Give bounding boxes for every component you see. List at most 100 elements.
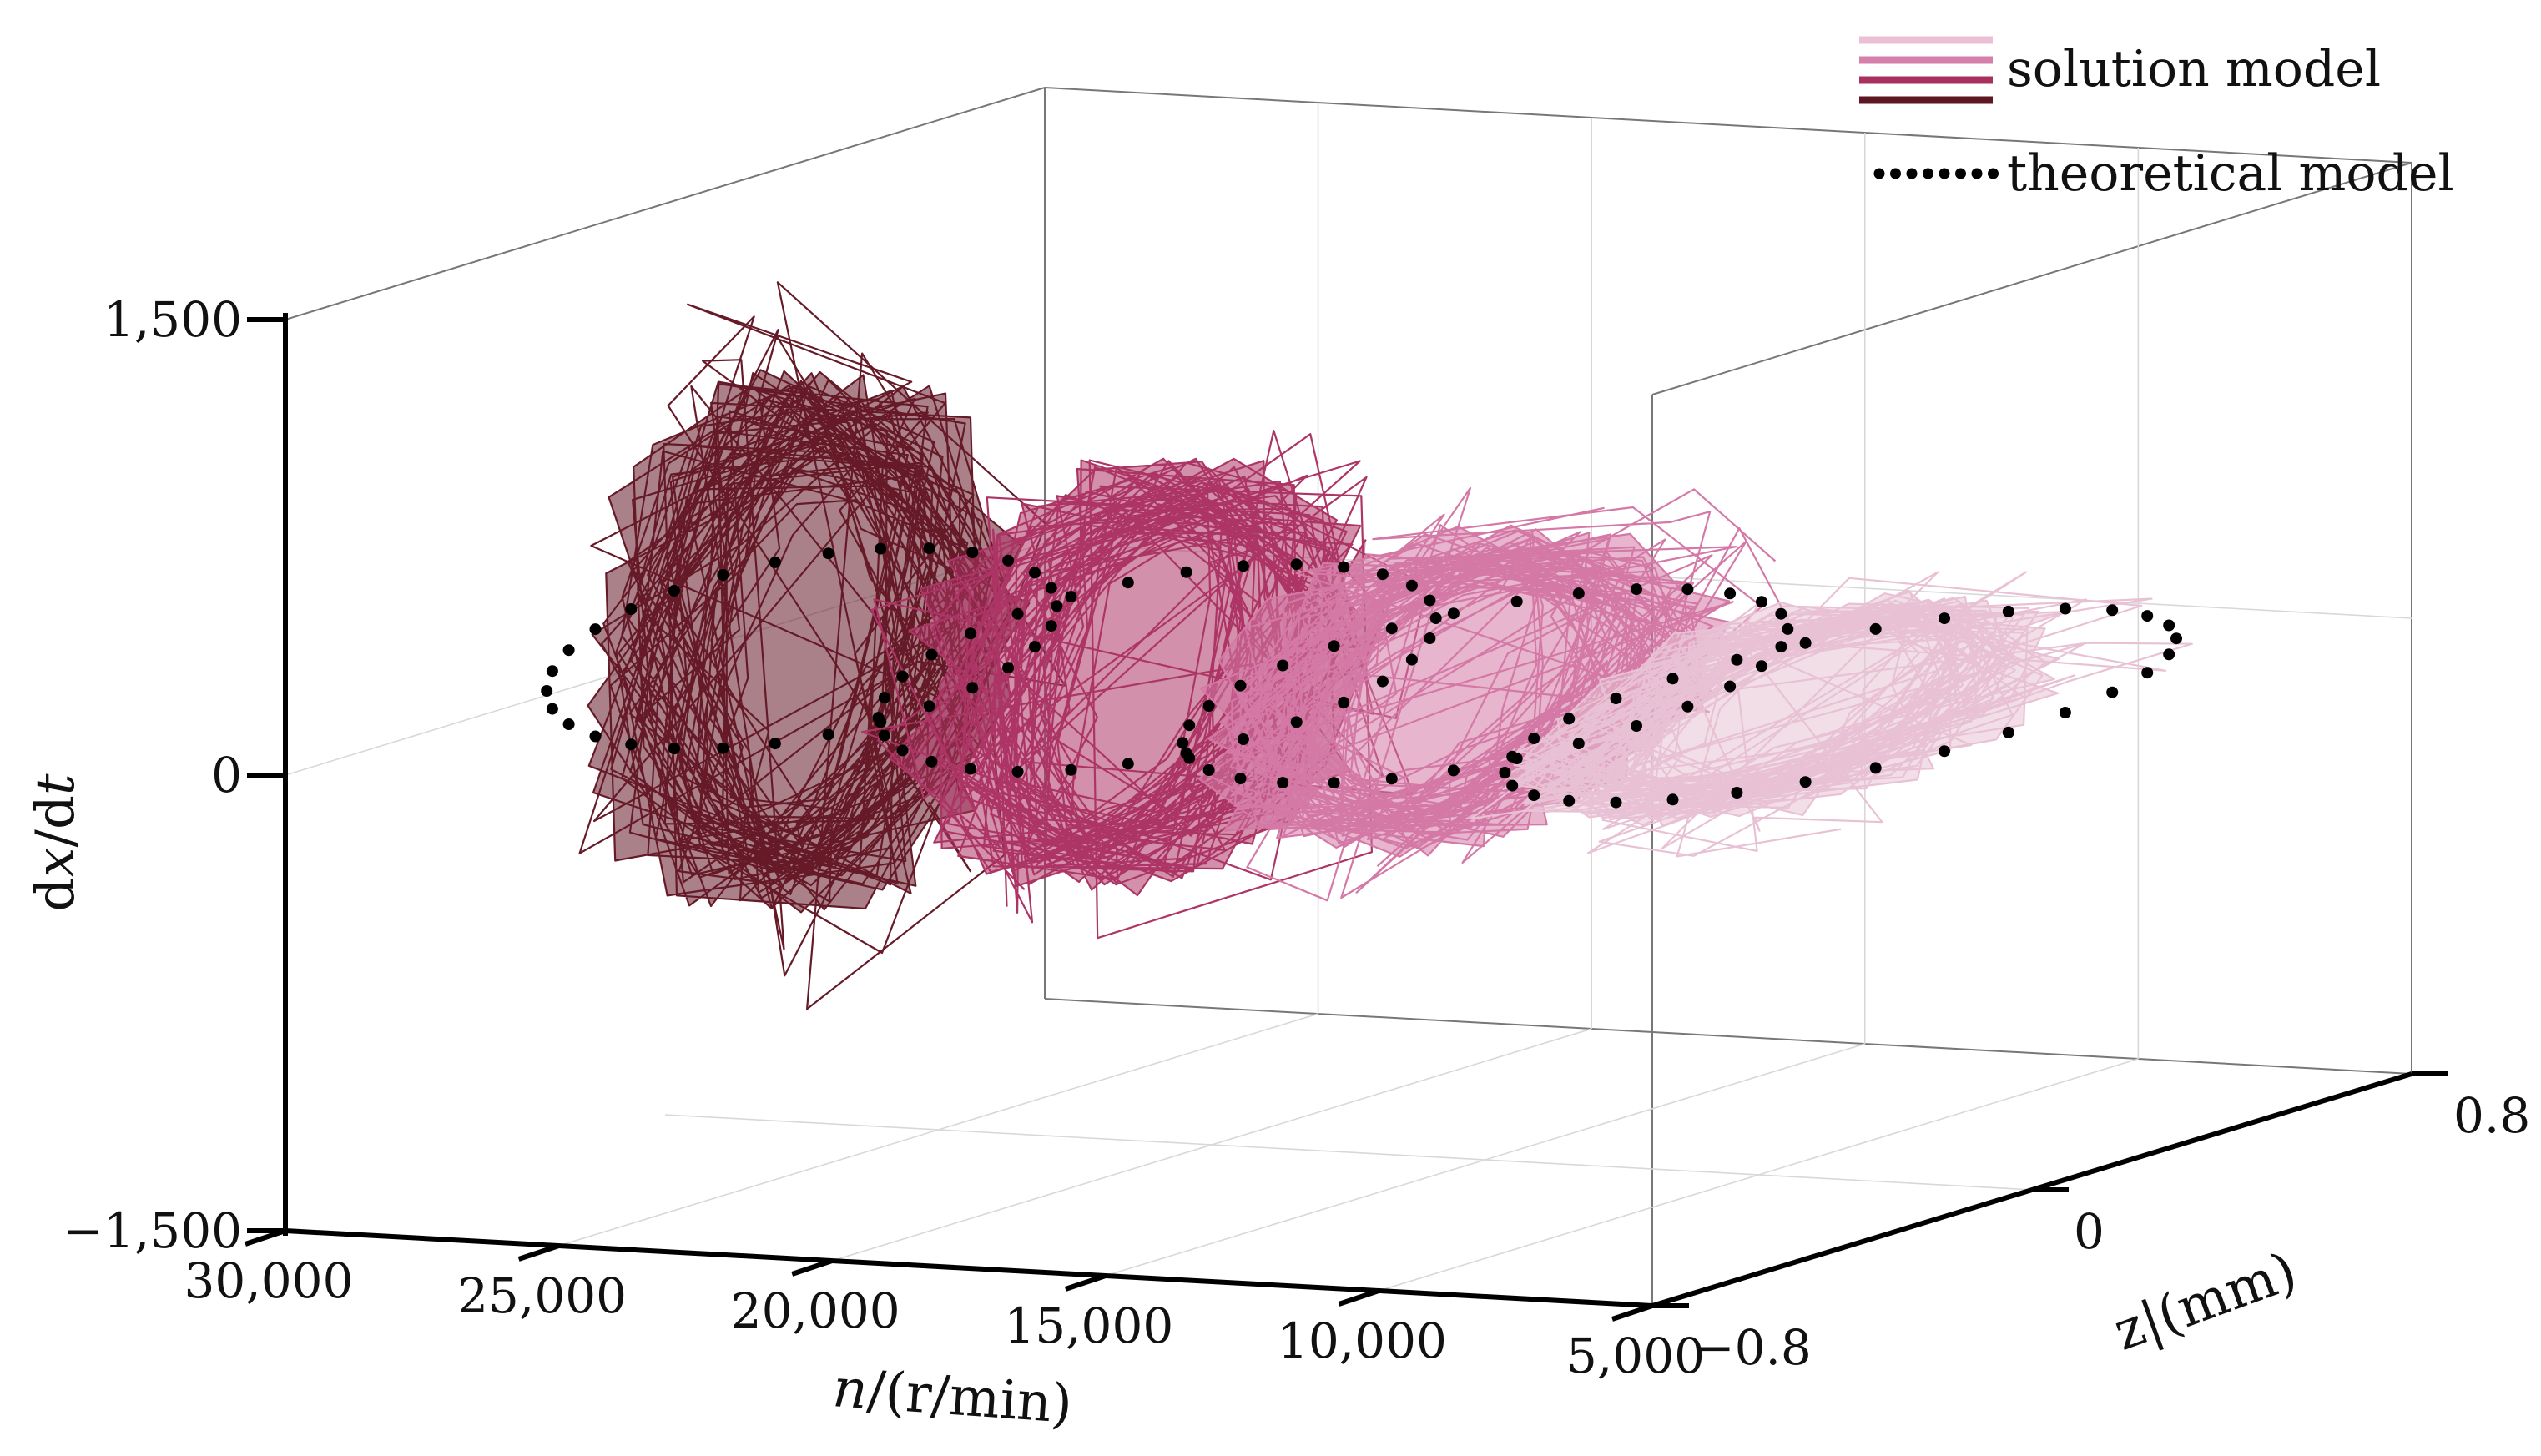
theoretical-point-3-5: [2002, 605, 2014, 617]
z-axis-label-d1: d: [25, 878, 87, 912]
theoretical-point-1-2: [1405, 579, 1418, 592]
theoretical-point-2-2: [1756, 596, 1767, 608]
theoretical-series-3: [1499, 602, 2182, 809]
theoretical-point-1-8: [1122, 577, 1134, 589]
x-tick-label-0: 30,000: [184, 1252, 354, 1309]
theoretical-point-2-4: [1681, 583, 1694, 596]
y-axis-label: z|(mm): [2106, 1241, 2305, 1363]
theoretical-point-1-25: [1290, 716, 1303, 728]
grid-floor-z-0: [664, 1114, 2033, 1191]
theoretical-point-1-0: [1429, 612, 1442, 624]
theoretical-point-2-24: [1572, 738, 1585, 750]
theoretical-point-2-3: [1724, 587, 1737, 600]
theoretical-point-3-19: [1610, 796, 1622, 809]
right-front-top-edge: [1651, 162, 2412, 395]
theoretical-point-0-5: [923, 542, 935, 555]
theoretical-point-1-15: [872, 712, 885, 724]
solution-spikes-3: [1470, 571, 2193, 858]
legend-theoretical-dot-2: [1906, 168, 1918, 179]
theoretical-point-2-17: [1202, 764, 1215, 776]
theoretical-point-1-16: [878, 729, 890, 742]
x-tick-mark-1: [517, 1243, 560, 1262]
legend-theoretical-dot-7: [1988, 168, 1999, 179]
x-axis-label-n: n: [831, 1358, 870, 1422]
z-axis-label-d2: /d: [25, 795, 87, 848]
theoretical-point-3-7: [1869, 622, 1882, 635]
theoretical-point-0-2: [1029, 567, 1041, 579]
theoretical-point-1-24: [1237, 733, 1249, 745]
theoretical-point-3-2: [2141, 610, 2154, 622]
x-tick-labels: 30,000 25,000 20,000 15,000 10,000 5,000: [184, 1252, 1706, 1384]
theoretical-point-1-29: [1424, 632, 1436, 644]
theoretical-point-3-26: [2059, 707, 2071, 718]
theoretical-point-1-4: [1338, 561, 1350, 573]
theoretical-point-1-19: [965, 763, 977, 775]
theoretical-point-3-3: [2106, 604, 2119, 617]
theoretical-point-3-4: [2059, 602, 2071, 615]
theoretical-point-3-16: [1506, 779, 1519, 792]
theoretical-point-2-20: [1328, 777, 1340, 789]
x-tick-label-5: 5,000: [1566, 1328, 1705, 1384]
theoretical-point-1-27: [1376, 675, 1389, 688]
theoretical-point-1-7: [1180, 566, 1192, 578]
theoretical-point-3-29: [2163, 648, 2175, 661]
theoretical-point-3-23: [1869, 762, 1882, 774]
theoretical-point-3-27: [2106, 686, 2119, 698]
theoretical-point-3-10: [1666, 673, 1679, 685]
theoretical-point-0-3: [1002, 554, 1015, 567]
theoretical-point-2-25: [1631, 720, 1642, 732]
theoretical-point-0-15: [541, 685, 553, 697]
x-tick-mark-4: [1338, 1288, 1380, 1307]
series-layer: [578, 281, 2193, 1010]
theoretical-point-2-1: [1775, 607, 1787, 620]
theoretical-point-0-14: [546, 665, 558, 678]
legend-theoretical-dot-1: [1890, 168, 1901, 179]
z-tick-label-1: 0: [211, 747, 242, 804]
theoretical-point-2-10: [1328, 640, 1340, 652]
theoretical-point-0-21: [717, 742, 729, 754]
theoretical-point-2-21: [1385, 773, 1398, 785]
theoretical-point-0-11: [625, 603, 638, 615]
theoretical-point-1-1: [1424, 594, 1436, 607]
solution-spikes-1: [860, 429, 1429, 940]
theoretical-point-0-19: [625, 738, 638, 751]
legend-theoretical-dot-0: [1873, 168, 1885, 179]
theoretical-point-1-22: [1122, 758, 1134, 770]
theoretical-point-3-14: [1506, 750, 1519, 763]
theoretical-point-2-5: [1631, 583, 1642, 596]
theoretical-point-2-9: [1385, 622, 1398, 635]
theoretical-point-0-18: [589, 730, 602, 743]
theoretical-point-1-18: [925, 755, 938, 768]
theoretical-point-0-26: [966, 682, 979, 694]
theoretical-point-0-22: [769, 738, 781, 750]
axes: [245, 313, 2448, 1322]
x-tick-mark-2: [791, 1258, 834, 1277]
theoretical-point-0-28: [1029, 641, 1041, 653]
theoretical-point-3-12: [1563, 713, 1576, 725]
theoretical-point-1-20: [1011, 765, 1024, 778]
theoretical-series-2: [1177, 583, 1794, 789]
solution-spikes-2: [1227, 486, 1792, 902]
theoretical-point-3-1: [2163, 619, 2175, 632]
theoretical-point-1-13: [896, 670, 909, 683]
theoretical-point-0-20: [668, 743, 680, 755]
x-tick-mark-3: [1064, 1273, 1107, 1292]
legend: solution model theoretical model: [1859, 36, 2454, 203]
theoretical-point-3-22: [1799, 776, 1812, 788]
legend-theoretical-dot-3: [1923, 168, 1933, 179]
theoretical-point-0-12: [589, 623, 602, 636]
theoretical-point-0-6: [875, 542, 887, 555]
left-top-edge: [285, 87, 1046, 320]
theoretical-point-3-21: [1731, 787, 1743, 799]
theoretical-point-0-1: [1045, 582, 1057, 594]
theoretical-point-1-17: [896, 744, 909, 757]
theoretical-point-2-7: [1510, 595, 1523, 607]
theoretical-point-2-14: [1183, 719, 1196, 732]
x-axis-label: n/(r/min): [831, 1358, 1075, 1436]
z-axis-label: dx/dt: [25, 773, 87, 912]
x-tick-label-4: 10,000: [1278, 1312, 1447, 1369]
theoretical-point-3-11: [1610, 693, 1622, 705]
theoretical-point-1-9: [1065, 591, 1077, 603]
theoretical-point-1-6: [1237, 560, 1249, 572]
